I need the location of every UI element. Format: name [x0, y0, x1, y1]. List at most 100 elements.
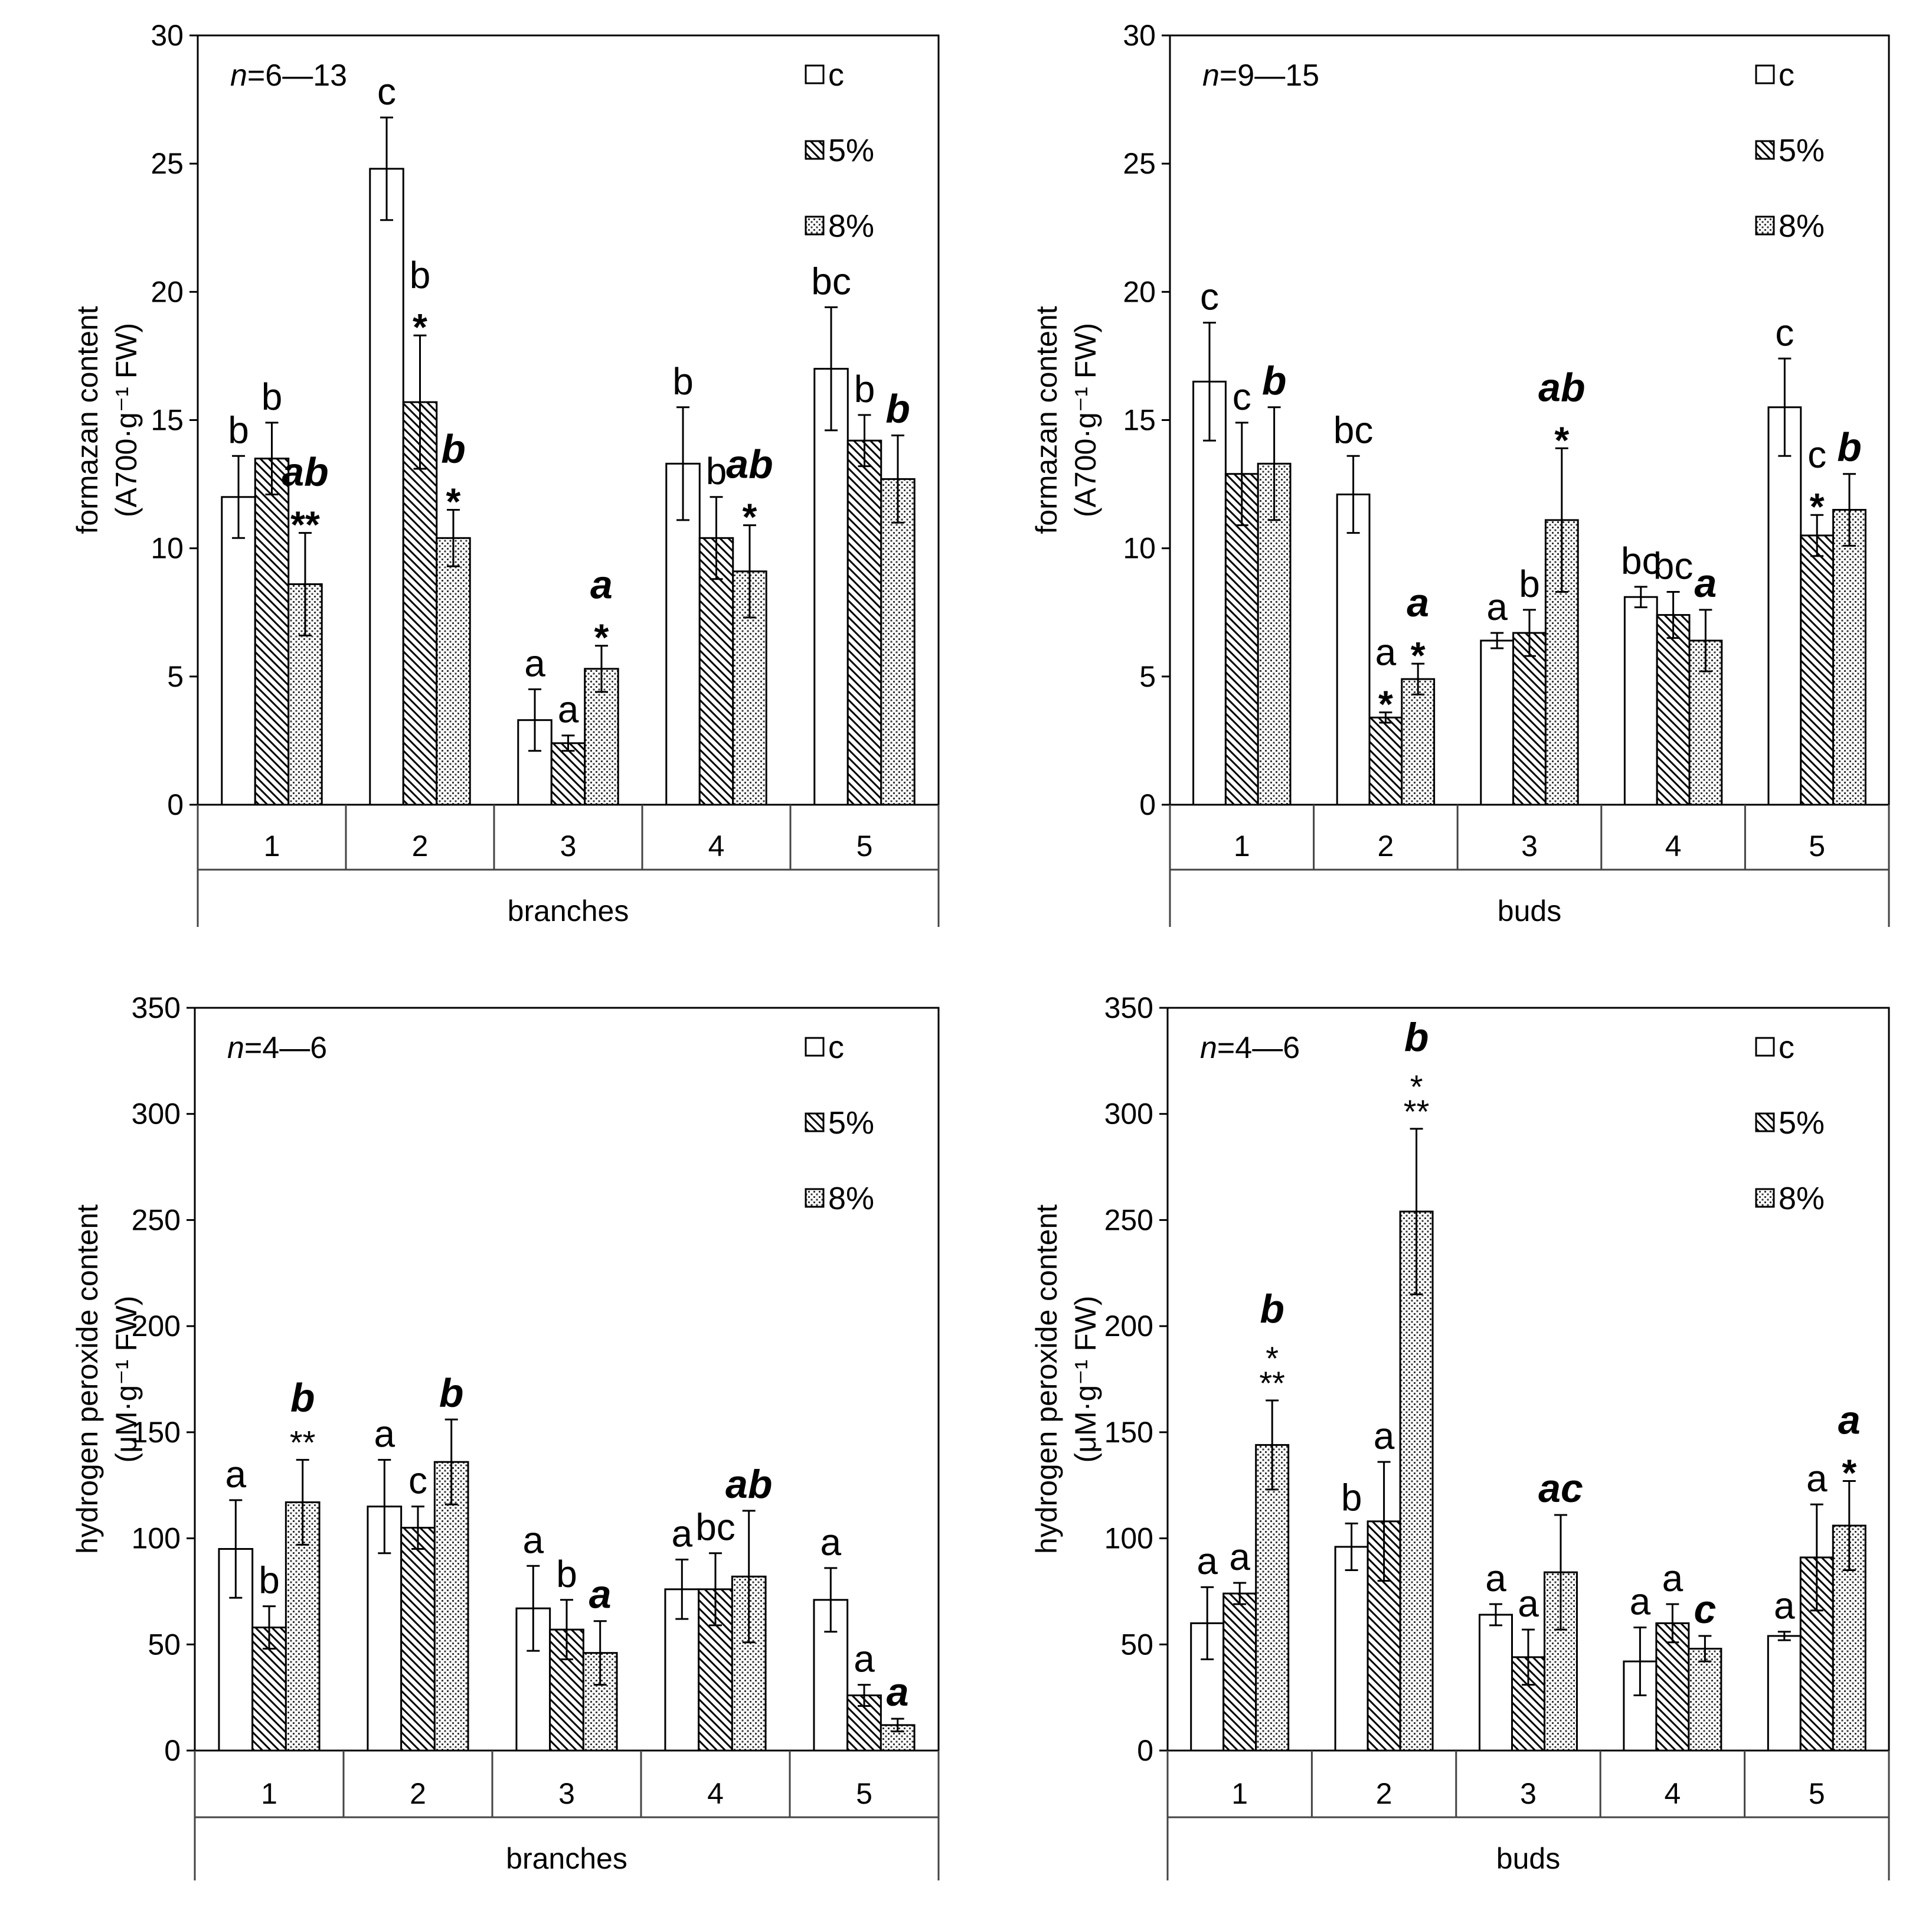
y-tick-label: 300 [1104, 1098, 1153, 1131]
letter-label: b [854, 368, 875, 410]
x-axis-label: buds [1496, 1842, 1560, 1875]
legend-swatch-eight-percent [805, 215, 825, 236]
y-tick-label: 10 [1123, 532, 1156, 565]
legend-label-five-percent: 5% [1779, 133, 1825, 168]
letter-label: bc [1621, 540, 1661, 582]
x-tick-label: 4 [708, 830, 725, 863]
sample-size-symbol: n [1200, 1031, 1217, 1065]
bar-control-5 [1767, 406, 1802, 806]
chart-panel-1: 0 5 10 15 20 25 30 1 2 3 4 5 branches formazan conten… [71, 19, 940, 928]
sample-size-symbol: n [1202, 58, 1220, 93]
letter-label: a [1229, 1536, 1250, 1578]
y-axis-label: hydrogen peroxide content (μM·g⁻¹ FW) [71, 1204, 143, 1554]
letter-label: bc [1333, 409, 1374, 451]
y-tick-label: 30 [1123, 19, 1156, 52]
letter-label: a [1806, 1457, 1828, 1500]
bar-eight-percent-2 [433, 1461, 469, 1752]
letter-label: a [1838, 1398, 1861, 1443]
x-tick-label: 3 [558, 1777, 575, 1810]
bar-five-percent-4 [1655, 1622, 1690, 1752]
letter-label: c [1200, 275, 1219, 318]
x-tick-label: 5 [1809, 830, 1825, 863]
letter-label: a [1375, 631, 1397, 674]
letter-label: b [290, 1376, 315, 1421]
sample-size-range: =4—6 [244, 1031, 327, 1065]
legend-label-five-percent: 5% [1779, 1105, 1825, 1141]
x-tick-label: 2 [1376, 1777, 1392, 1810]
y-axis-label-line-1: formazan content [1030, 306, 1063, 534]
significance-stars: ** [1404, 1093, 1430, 1130]
letter-label: a [1485, 1557, 1506, 1599]
bar-eight-percent-2 [436, 537, 471, 806]
bar-control-5 [1767, 1635, 1802, 1752]
sample-size-symbol: n [227, 1031, 244, 1065]
legend-label-five-percent: 5% [828, 1105, 874, 1141]
letter-label: a [1694, 561, 1717, 606]
significance-stars: ** [290, 504, 320, 546]
letter-label: ab [725, 1462, 772, 1507]
letter-label: a [558, 688, 579, 731]
x-tick-label: 3 [1521, 830, 1538, 863]
bar-control-4 [1623, 596, 1658, 806]
significance-stars: * [1410, 1068, 1423, 1105]
y-tick-label: 30 [151, 19, 184, 52]
x-tick-label: 4 [1664, 1777, 1681, 1810]
y-axis-label: formazan content (A700·g⁻¹ FW) [1030, 306, 1102, 534]
y-tick-label: 300 [132, 1098, 181, 1131]
bar-five-percent-4 [1656, 614, 1691, 806]
letter-label: a [1518, 1582, 1539, 1625]
letter-label: c [1775, 311, 1794, 354]
letter-label: ab [282, 450, 328, 495]
bar-control-2 [369, 168, 404, 806]
letter-label: a [672, 1513, 693, 1555]
y-axis-label-line-2: (μM·g⁻¹ FW) [110, 1296, 143, 1463]
bar-five-percent-3 [550, 742, 586, 806]
letter-label: a [887, 1670, 909, 1715]
legend-label-control: c [1779, 1030, 1794, 1065]
letter-label: c [1233, 375, 1251, 418]
y-tick-label: 350 [132, 991, 181, 1024]
significance-stars: * [1554, 419, 1569, 461]
sample-size-note: n=9—15 [1202, 58, 1319, 93]
x-tick-label: 5 [856, 1777, 872, 1810]
bar-control-3 [1479, 1614, 1513, 1752]
y-tick-label: 50 [1120, 1628, 1153, 1661]
bar-control-2 [1334, 1546, 1369, 1752]
significance-stars: * [743, 496, 757, 538]
x-tick-label: 2 [412, 830, 429, 863]
letter-label: a [523, 1519, 544, 1561]
x-tick-label: 5 [1809, 1777, 1825, 1810]
bar-five-percent-5 [846, 439, 882, 806]
significance-stars: * [446, 481, 461, 523]
significance-stars: * [413, 306, 427, 348]
letter-label: a [820, 1521, 842, 1563]
sample-size-range: =4—6 [1217, 1031, 1300, 1065]
bar-eight-percent-2 [1401, 678, 1436, 806]
y-tick-label: 20 [1123, 275, 1156, 308]
letter-label: bc [1653, 545, 1694, 587]
y-tick-label: 150 [132, 1416, 181, 1449]
y-tick-label: 50 [148, 1628, 181, 1661]
significance-stars: * [594, 616, 609, 659]
chart-panel-4: 0 50 100 150 200 250 300 350 1 2 3 4 5 buds hydrogen p… [1030, 991, 1890, 1880]
y-tick-label: 150 [1104, 1416, 1153, 1449]
letter-label: b [259, 1559, 280, 1602]
legend-swatch-control [1755, 64, 1775, 84]
bar-control-5 [813, 368, 849, 806]
bar-control-2 [1336, 493, 1371, 806]
letter-label: b [672, 360, 694, 403]
letter-label: ab [1538, 365, 1585, 410]
legend-swatch-control [1755, 1037, 1775, 1057]
letter-label: b [1260, 1286, 1284, 1331]
significance-stars: * [1842, 1452, 1856, 1494]
y-tick-label: 100 [1104, 1522, 1153, 1555]
letter-label: b [1404, 1015, 1429, 1060]
letter-label: ab [726, 442, 773, 487]
legend-label-control: c [1779, 57, 1794, 93]
x-tick-label: 1 [1234, 830, 1250, 863]
letter-label: b [1837, 425, 1862, 470]
letter-label: c [1807, 433, 1826, 476]
x-axis-label: branches [506, 1842, 627, 1875]
legend-swatch-five-percent [805, 1112, 825, 1132]
